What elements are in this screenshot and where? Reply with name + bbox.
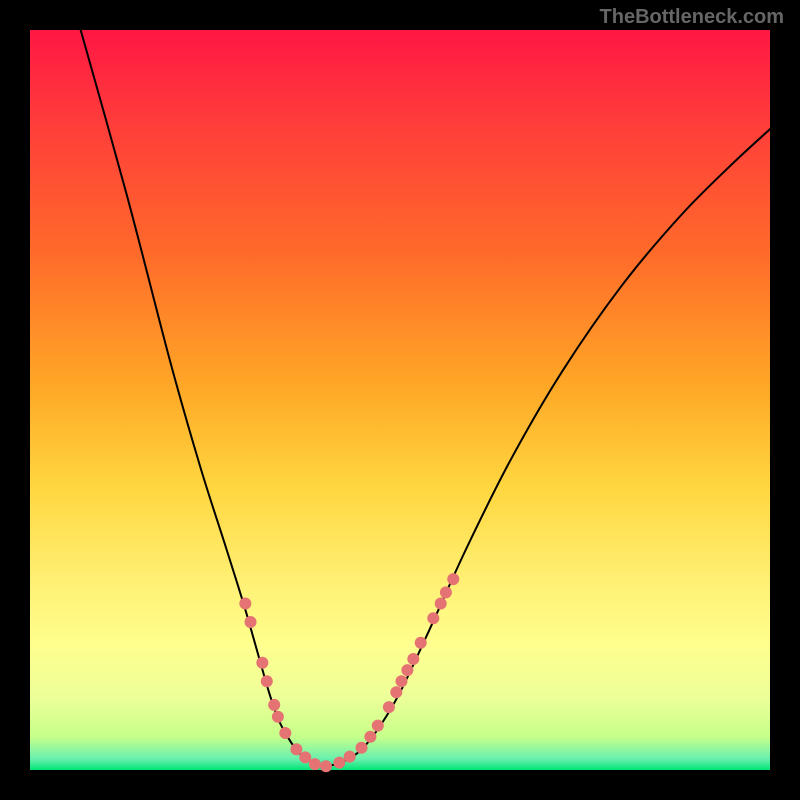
data-marker [427,612,439,624]
data-marker [356,742,368,754]
data-marker [395,675,407,687]
data-marker [268,699,280,711]
right-curve [326,123,777,767]
attribution-text: TheBottleneck.com [600,6,784,29]
data-marker [390,686,402,698]
data-marker [447,573,459,585]
marker-group [239,573,459,772]
data-marker [261,675,273,687]
data-marker [435,598,447,610]
data-marker [401,664,413,676]
data-marker [415,637,427,649]
data-marker [245,616,257,628]
data-marker [239,598,251,610]
data-marker [256,657,268,669]
data-marker [440,586,452,598]
data-marker [320,760,332,772]
data-marker [333,757,345,769]
data-marker [407,653,419,665]
data-marker [364,731,376,743]
data-marker [290,743,302,755]
data-marker [272,711,284,723]
data-marker [279,727,291,739]
data-marker [344,751,356,763]
plot-area [30,30,770,770]
data-marker [372,720,384,732]
chart-svg [30,30,770,770]
data-marker [383,701,395,713]
data-marker [309,758,321,770]
left-curve [74,8,326,767]
